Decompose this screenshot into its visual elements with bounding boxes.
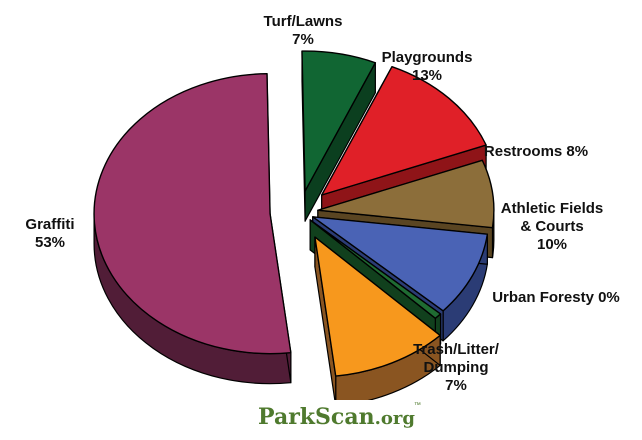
pie-slice-playgrounds [320, 65, 487, 196]
pie-slice-trash-litter [314, 236, 441, 377]
slice-label: Urban Foresty 0% [492, 289, 620, 306]
slice-label: Athletic Fields & Courts 10% [501, 200, 604, 253]
slice-label: Playgrounds 13% [382, 49, 473, 84]
slice-label: Graffiti 53% [25, 216, 74, 251]
slice-label: Trash/Litter/Dumping 7% [413, 341, 500, 394]
pie-chart: Turf/Lawns 7% Playgrounds 13% Restrooms 8% At… [25, 13, 620, 400]
slice-label: Turf/Lawns 7% [264, 13, 343, 48]
parkscan-logo[interactable]: ParkScan.org ™ [258, 402, 421, 430]
logo-main: ParkScan [258, 404, 375, 430]
pie-slice-turf-lawns [301, 50, 377, 192]
slice-label: Restrooms 8% [484, 143, 588, 160]
logo-suffix: .org [374, 408, 415, 429]
pie-slice-athletic-fields [312, 216, 489, 312]
pie-slice-graffiti [93, 72, 292, 355]
pie-slice-restrooms [317, 159, 495, 229]
logo-trademark: ™ [413, 402, 421, 409]
pie-slice-urban-foresty [309, 219, 442, 319]
